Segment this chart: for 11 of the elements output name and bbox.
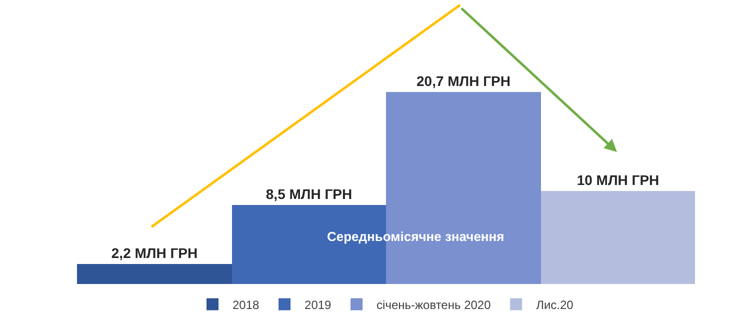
data-label: 20,7 МЛН ГРН bbox=[416, 73, 511, 89]
legend-label: Лис.20 bbox=[536, 298, 574, 312]
legend-label: 2018 bbox=[232, 298, 260, 312]
legend-label: січень-жовтень 2020 bbox=[376, 298, 492, 312]
data-label: 2,2 МЛН ГРН bbox=[111, 245, 198, 261]
legend-label: 2019 bbox=[304, 298, 332, 312]
bar bbox=[77, 264, 232, 284]
data-label: 10 МЛН ГРН bbox=[576, 172, 660, 188]
bar bbox=[541, 191, 695, 284]
data-label: 8,5 МЛН ГРН bbox=[266, 186, 352, 202]
annotation: Середньомісячне значення bbox=[327, 229, 504, 244]
